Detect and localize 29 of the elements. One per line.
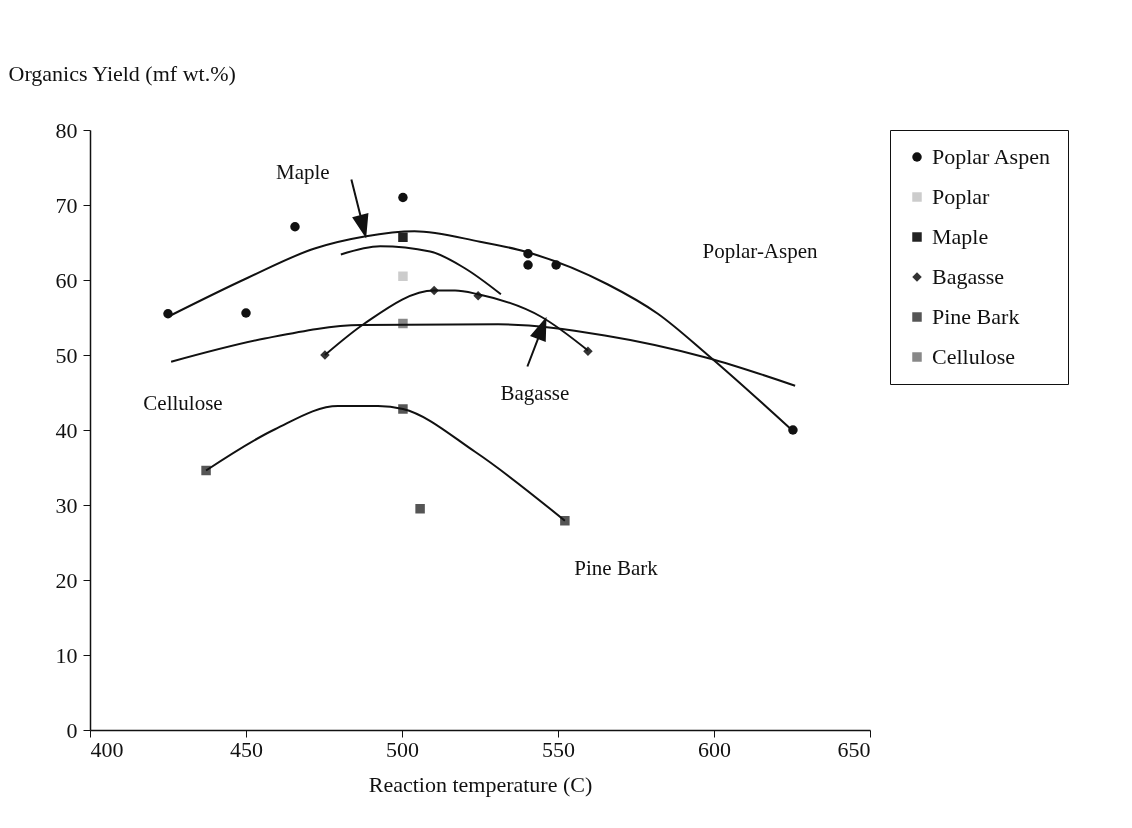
annotation: Pine Bark <box>574 556 659 580</box>
line-series <box>339 245 502 296</box>
annotation: Maple <box>276 160 330 184</box>
legend-label: Poplar <box>932 184 991 209</box>
x-tick-label: 600 <box>698 736 731 762</box>
x-axis-title: Reaction temperature (C) <box>368 771 593 797</box>
annotation: Cellulose <box>143 391 223 415</box>
y-tick-label: 70 <box>55 192 78 218</box>
y-tick-label: 60 <box>55 267 78 293</box>
y-tick-label: 0 <box>66 717 78 743</box>
y-axis-title: Organics Yield (mf wt.%) <box>8 60 236 86</box>
x-tick-label: 400 <box>90 736 124 762</box>
y-tick-label: 40 <box>55 417 78 443</box>
annotation: Poplar-Aspen <box>702 239 819 263</box>
legend-label: Cellulose <box>932 344 1016 369</box>
y-tick-label: 30 <box>55 492 78 518</box>
y-tick-label: 50 <box>55 342 78 368</box>
x-tick-label: 500 <box>386 736 419 762</box>
x-tick-label: 450 <box>230 736 263 762</box>
x-tick-label: 550 <box>542 736 575 762</box>
x-tick-label: 650 <box>837 736 871 762</box>
annotation: Bagasse <box>500 381 570 405</box>
legend-label: Poplar Aspen <box>932 144 1050 169</box>
legend-label: Bagasse <box>932 264 1005 289</box>
legend-label: Pine Bark <box>932 304 1020 329</box>
y-tick-label: 10 <box>55 642 78 668</box>
legend-label: Maple <box>932 224 989 249</box>
y-tick-label: 80 <box>55 117 78 143</box>
y-tick-label: 20 <box>55 567 78 593</box>
